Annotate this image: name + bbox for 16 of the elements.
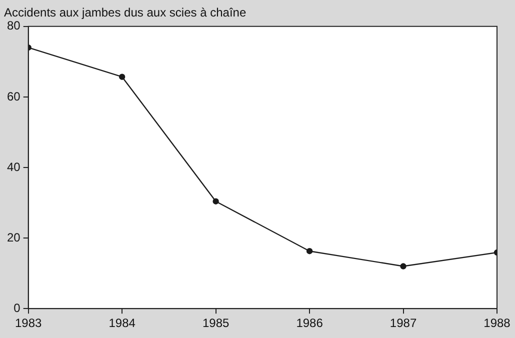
x-tick-label: 1983 xyxy=(14,316,42,330)
y-tick-label: 40 xyxy=(6,160,21,174)
point xyxy=(212,198,219,204)
x-tick-label: 1984 xyxy=(108,316,136,330)
point xyxy=(306,248,313,254)
x-tick-label: 1988 xyxy=(484,316,511,330)
y-tick-label: 80 xyxy=(6,18,21,33)
y-tick-label: 60 xyxy=(6,89,21,104)
x-tick-label: 1987 xyxy=(390,316,417,330)
y-tick-label: 20 xyxy=(6,230,21,244)
x-tick-label: 1986 xyxy=(296,316,324,330)
chart-title: Accidents aux jambes dus aux scies à chaîne xyxy=(4,6,246,20)
y-tick-label: 0 xyxy=(14,300,21,315)
point xyxy=(118,74,126,80)
x-tick-label: 1985 xyxy=(202,316,230,330)
point xyxy=(400,263,406,270)
